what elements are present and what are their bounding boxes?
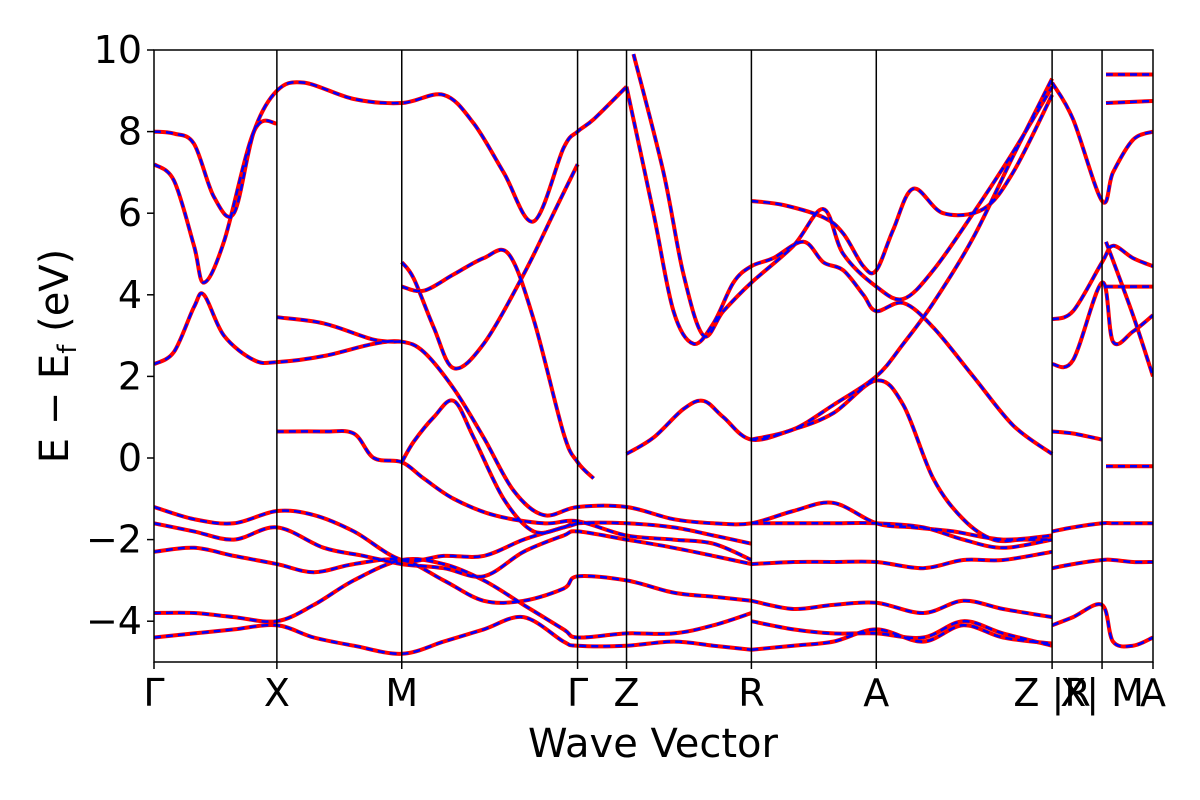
band-line-blue-11 (751, 94, 1054, 275)
y-axis-label-sub: f (53, 344, 83, 354)
x-tick-label-0: Γ (143, 671, 164, 715)
y-tick-label-6: 8 (118, 110, 142, 154)
band-line-red-3 (276, 315, 402, 344)
y-tick-label-4: 4 (118, 273, 142, 317)
plot-frame (153, 49, 1154, 663)
band-line-blue-12 (751, 78, 1054, 441)
band-line-red-20 (750, 598, 1053, 620)
band-line-blue-17 (154, 615, 752, 656)
x-axis-label: Wave Vector (528, 721, 779, 767)
band-line-blue-8 (625, 379, 1053, 543)
band-line-red-6 (401, 247, 596, 480)
y-tick-label-3: 2 (118, 354, 142, 398)
x-tick-label-4: Z (614, 671, 640, 715)
x-tick-label-7: Z |R (1013, 671, 1090, 716)
band-line-blue-34 (1104, 241, 1153, 377)
band-line-blue-10 (632, 53, 1054, 338)
band-line-blue-15 (154, 546, 752, 605)
y-tick-label-2: 0 (118, 436, 142, 480)
band-line-red-27 (1051, 557, 1153, 571)
band-line-red-8 (625, 378, 1053, 544)
y-axis-ticks: −4 −2 0 2 4 6 8 10 (86, 28, 154, 643)
y-axis-label-main: E − E (32, 354, 78, 464)
band-line-blue-6 (401, 248, 595, 480)
band-line-blue-3 (276, 315, 402, 343)
y-axis-label-tail: (eV) (32, 249, 78, 345)
band-line-blue-16 (154, 557, 752, 639)
band-line-blue-24 (1051, 281, 1153, 369)
band-line-blue-25 (1051, 430, 1103, 441)
band-line-blue-22 (751, 624, 1053, 652)
band-line-blue-0 (154, 80, 628, 223)
band-line-blue-28 (1051, 602, 1153, 648)
band-line-red-9 (624, 86, 1054, 456)
band-line-red-0 (154, 80, 628, 224)
x-tick-label-6: A (863, 671, 889, 715)
y-tick-label-5: 6 (118, 191, 142, 235)
band-line-blue-23 (1051, 244, 1153, 321)
y-tick-label-1: −2 (86, 518, 142, 562)
band-line-red-26 (1051, 520, 1153, 534)
y-axis-label: E − Ef (eV) (32, 249, 83, 464)
y-tick-label-7: 10 (94, 28, 142, 72)
y-tick-label-0: −4 (86, 599, 142, 643)
x-tick-label-3: Γ (567, 671, 588, 715)
x-tick-label-1: X (264, 671, 290, 715)
bands-layer (154, 53, 1153, 656)
kpath-lines (276, 50, 1103, 662)
band-line-red-5 (400, 163, 580, 371)
band-line-red-12 (750, 77, 1054, 442)
x-tick-label-2: M (385, 671, 418, 715)
band-line-blue-2 (154, 292, 1053, 541)
band-line-blue-7 (400, 399, 578, 535)
band-line-blue-18 (751, 521, 1053, 550)
band-line-blue-29 (1051, 81, 1153, 204)
x-tick-label-9: A (1140, 671, 1166, 715)
band-line-blue-31 (1105, 99, 1153, 105)
band-line-blue-20 (751, 599, 1053, 619)
band-line-blue-13 (154, 505, 752, 563)
band-line-red-2 (154, 291, 1053, 542)
band-line-blue-1 (154, 119, 278, 284)
band-line-red-21 (751, 619, 1053, 648)
band-line-blue-9 (625, 86, 1053, 455)
x-tick-label-8: X| M (1060, 671, 1144, 716)
band-line-red-10 (631, 53, 1054, 339)
x-tick-label-5: R (738, 671, 764, 715)
band-line-blue-21 (751, 619, 1053, 647)
band-line-blue-14 (154, 522, 752, 579)
band-line-blue-19 (751, 550, 1053, 570)
band-line-blue-5 (400, 163, 579, 370)
band-line-blue-4 (276, 429, 752, 562)
